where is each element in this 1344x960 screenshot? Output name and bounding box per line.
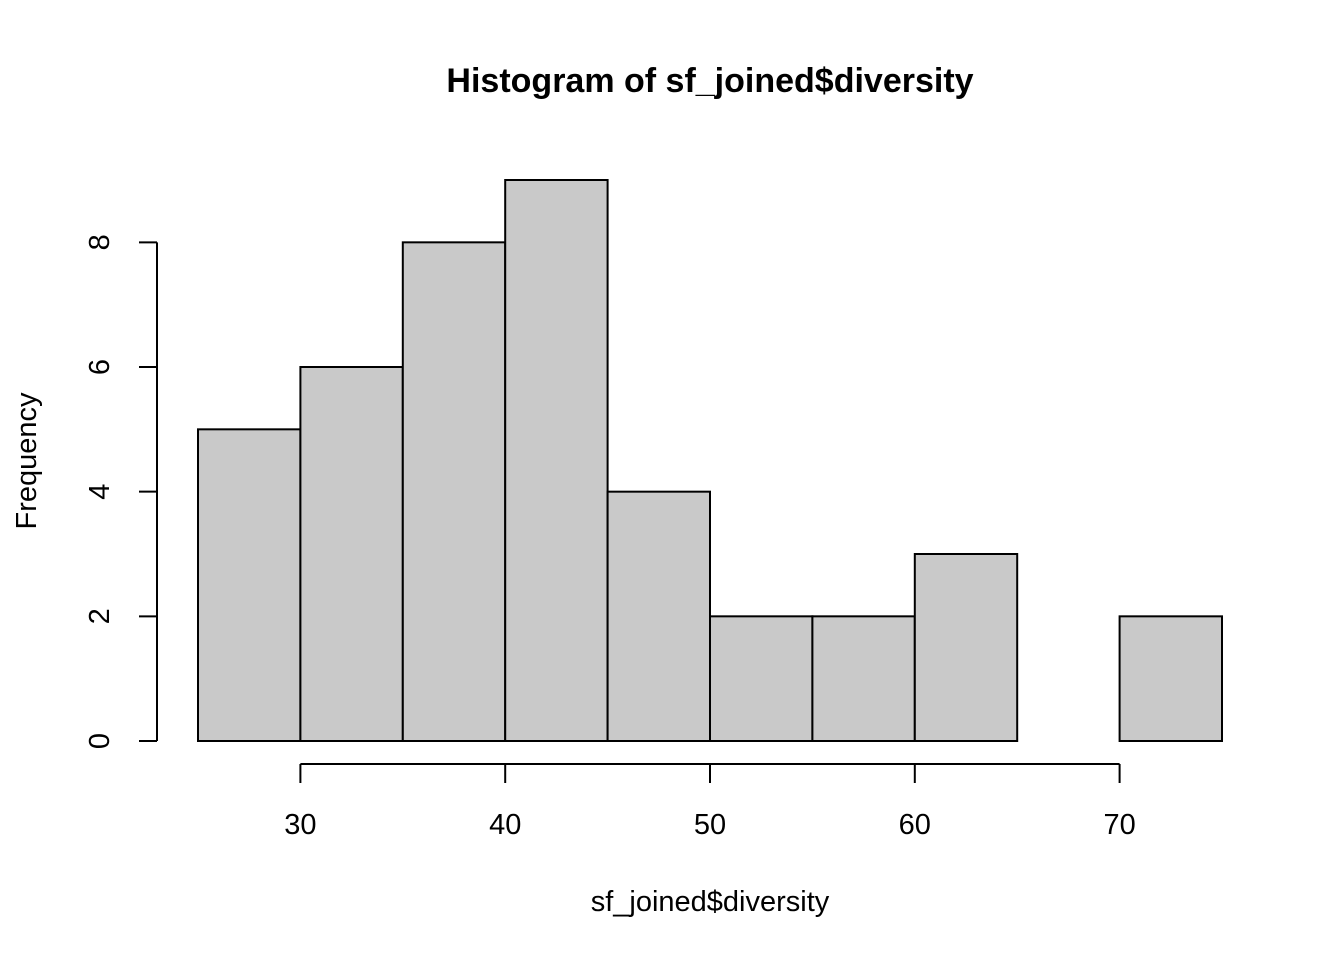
y-axis-label: Frequency bbox=[11, 392, 43, 530]
histogram-bar bbox=[197, 428, 302, 742]
histogram-bar bbox=[401, 241, 507, 742]
y-tick-label: 6 bbox=[84, 359, 116, 375]
y-axis: 0 2 4 6 8 bbox=[84, 234, 158, 749]
x-tick-label: 60 bbox=[899, 809, 931, 841]
histogram-bar bbox=[606, 490, 711, 742]
histogram-bar bbox=[709, 615, 814, 742]
histogram-bar bbox=[504, 179, 609, 742]
y-tick-label: 8 bbox=[84, 234, 116, 250]
x-tick-label: 70 bbox=[1103, 809, 1135, 841]
histogram-bar bbox=[1118, 615, 1223, 742]
x-axis: 30 40 50 60 70 bbox=[284, 763, 1136, 841]
histogram-bar bbox=[913, 553, 1019, 742]
y-tick-label: 0 bbox=[84, 733, 116, 749]
histogram-bar bbox=[299, 366, 404, 742]
y-tick-label: 4 bbox=[84, 484, 116, 500]
bars-group bbox=[197, 179, 1223, 742]
chart-title: Histogram of sf_joined$diversity bbox=[446, 62, 973, 100]
x-tick-label: 40 bbox=[489, 809, 521, 841]
x-tick-label: 50 bbox=[694, 809, 726, 841]
histogram-bar bbox=[811, 615, 916, 742]
x-tick-label: 30 bbox=[284, 809, 316, 841]
y-tick-label: 2 bbox=[84, 608, 116, 624]
x-axis-label: sf_joined$diversity bbox=[591, 886, 830, 918]
